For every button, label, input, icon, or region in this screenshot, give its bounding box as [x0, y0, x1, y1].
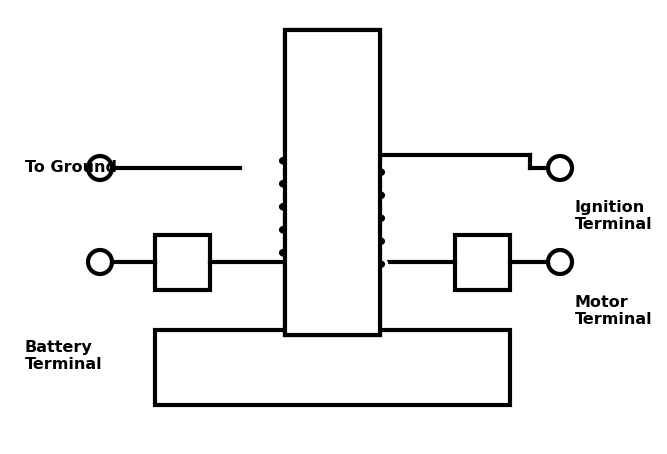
Circle shape — [548, 250, 572, 274]
Circle shape — [88, 250, 112, 274]
Bar — [285, 30, 380, 335]
Text: To Ground: To Ground — [25, 161, 117, 176]
Bar — [155, 235, 210, 290]
Bar — [155, 330, 510, 405]
Bar — [285, 30, 380, 335]
Text: Ignition
Terminal: Ignition Terminal — [575, 200, 652, 232]
Circle shape — [88, 156, 112, 180]
Text: Battery
Terminal: Battery Terminal — [25, 340, 103, 372]
Text: Motor
Terminal: Motor Terminal — [575, 295, 652, 327]
Bar — [455, 235, 510, 290]
Circle shape — [548, 156, 572, 180]
